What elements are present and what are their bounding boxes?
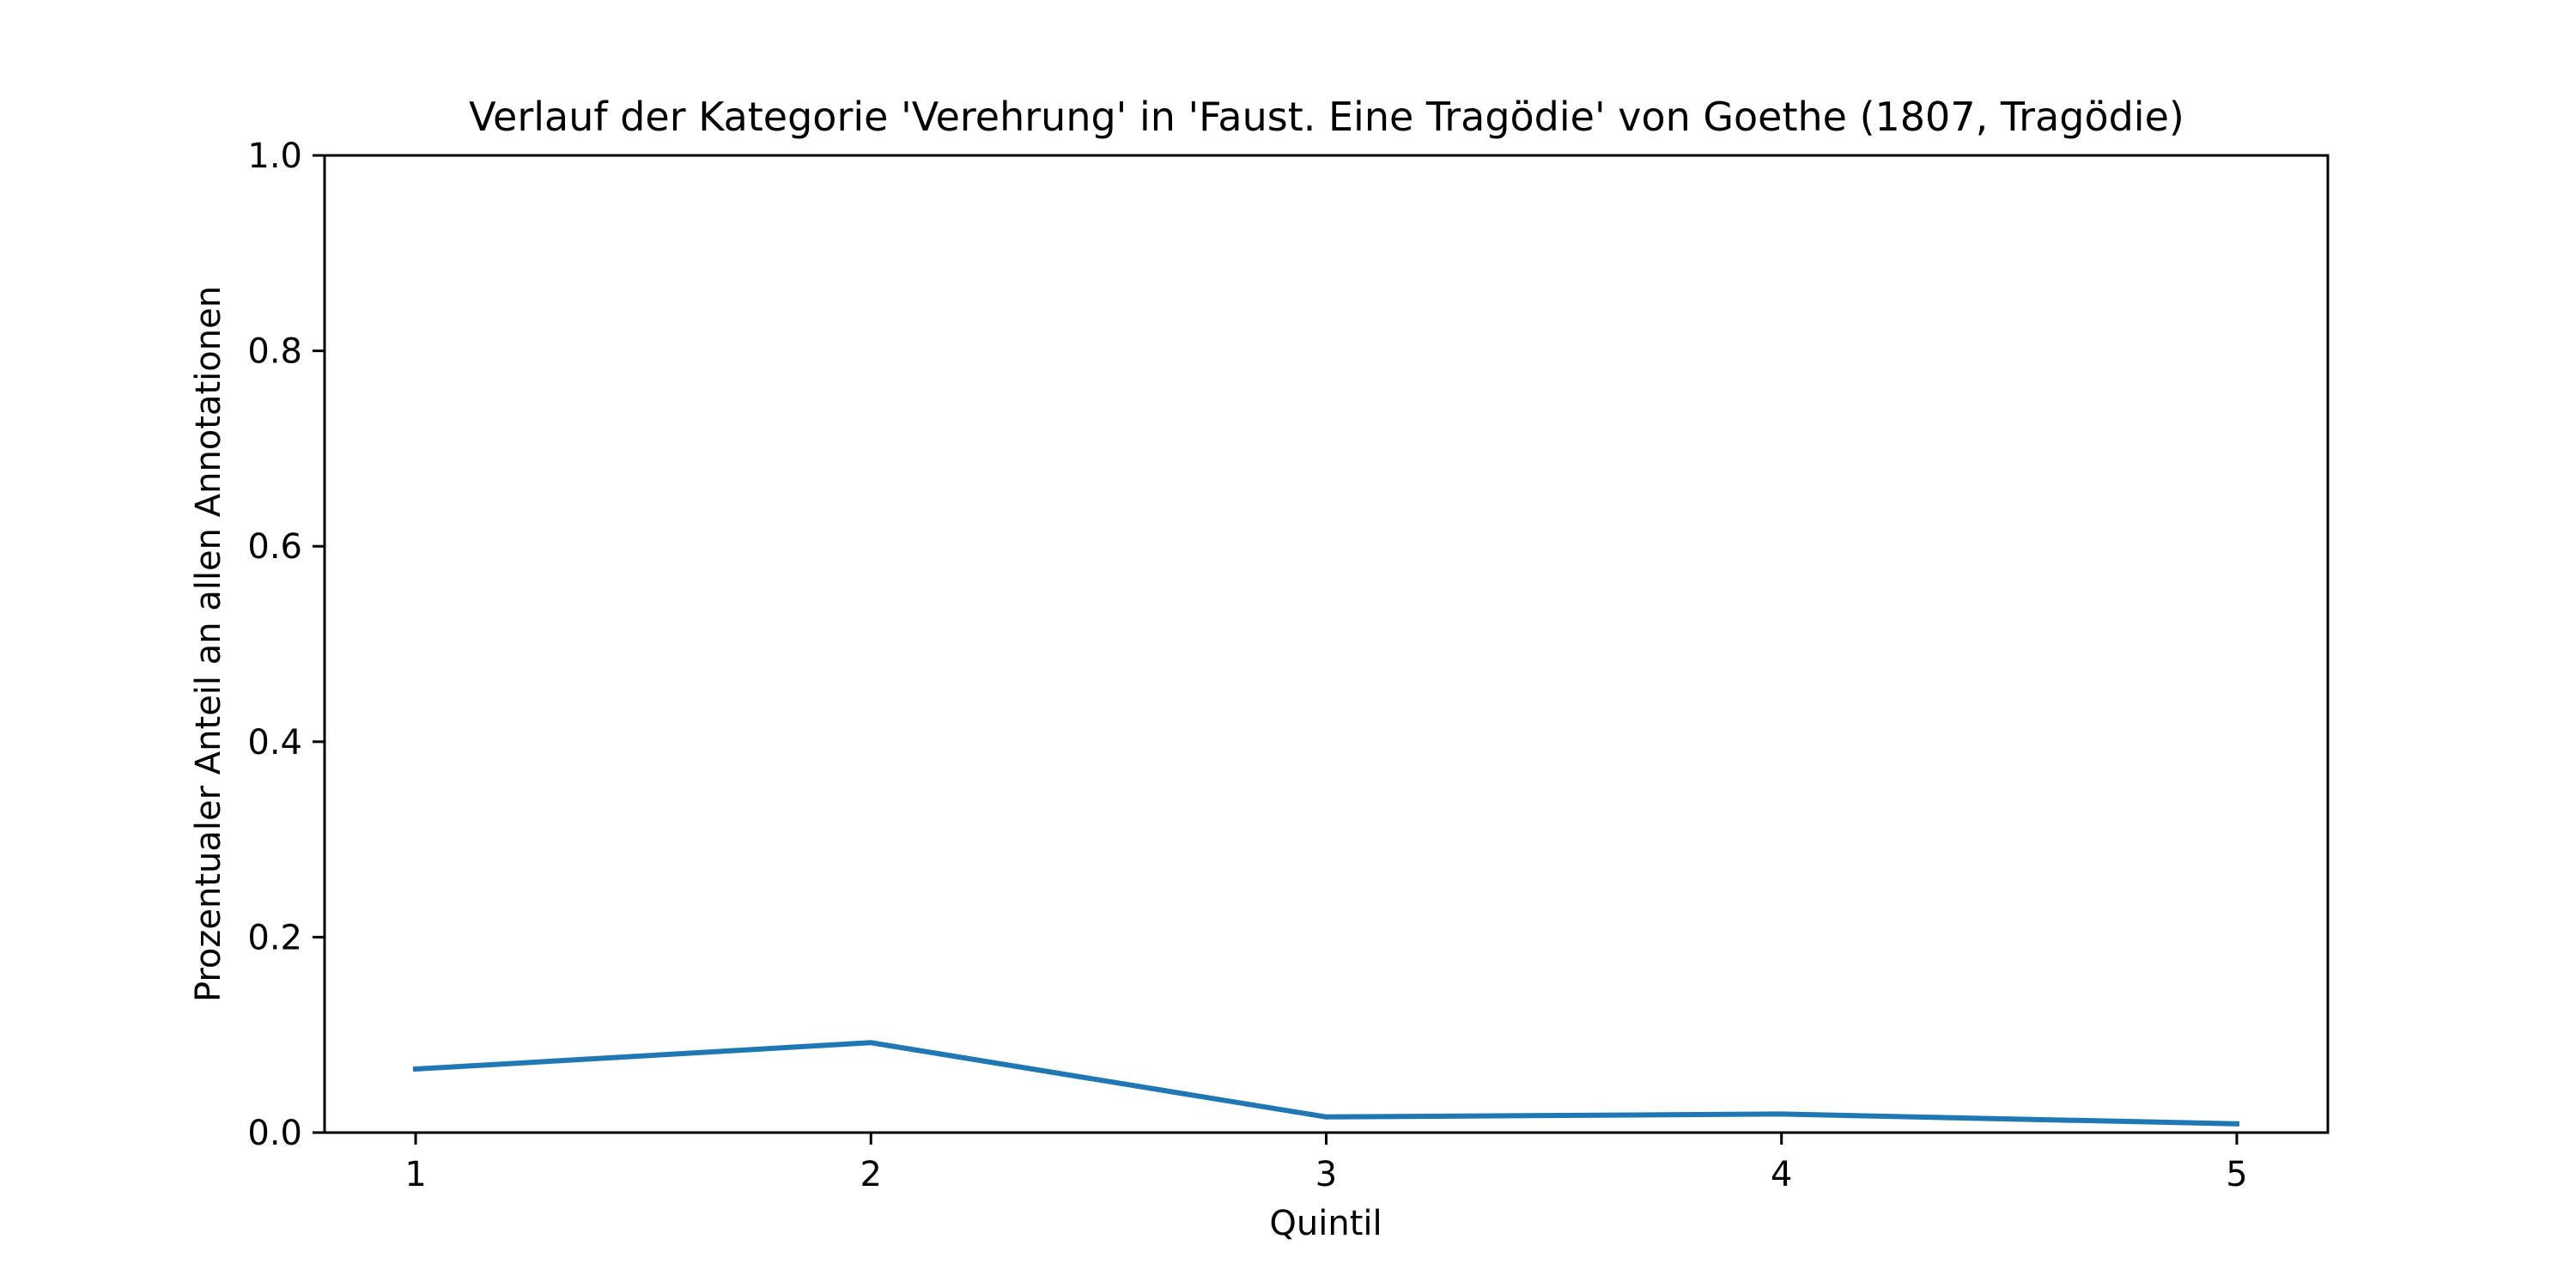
y-tick-label: 1.0 bbox=[247, 137, 302, 176]
data-point bbox=[413, 1066, 419, 1072]
y-tick-label: 0.8 bbox=[247, 332, 302, 372]
data-point bbox=[1323, 1114, 1329, 1120]
x-axis-label: Quintil bbox=[1269, 1204, 1382, 1243]
x-tick-label: 3 bbox=[1315, 1155, 1337, 1194]
x-axis-ticks: 1 2 3 4 5 bbox=[404, 1133, 2248, 1194]
y-tick-label: 0.6 bbox=[247, 527, 302, 567]
data-point bbox=[1778, 1111, 1784, 1117]
chart-title: Verlauf der Kategorie 'Verehrung' in 'Fa… bbox=[469, 94, 2184, 140]
x-tick-label: 2 bbox=[860, 1155, 882, 1194]
y-axis-ticks: 0.0 0.2 0.4 0.6 0.8 1.0 bbox=[247, 137, 325, 1153]
data-point bbox=[2233, 1121, 2239, 1127]
x-tick-label: 5 bbox=[2226, 1155, 2247, 1194]
y-tick-label: 0.4 bbox=[247, 723, 302, 762]
x-tick-label: 1 bbox=[404, 1155, 426, 1194]
y-tick-label: 0.2 bbox=[247, 918, 302, 957]
y-axis-label: Prozentualer Anteil an allen Annotatione… bbox=[189, 286, 228, 1002]
series-layer bbox=[412, 1040, 2240, 1127]
y-tick-label: 0.0 bbox=[247, 1114, 302, 1153]
data-point bbox=[868, 1040, 874, 1046]
plot-area-frame bbox=[323, 154, 2330, 1134]
x-tick-label: 4 bbox=[1771, 1155, 1792, 1194]
